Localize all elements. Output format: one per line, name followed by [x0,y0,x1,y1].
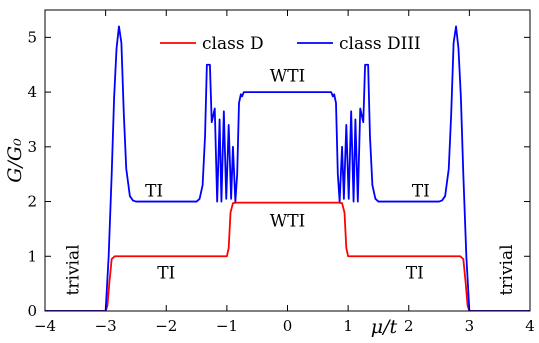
series-line-class-d [45,201,530,311]
y-tick-label: 1 [27,247,37,265]
x-tick-label: 3 [465,317,475,335]
annotation-ti: TI [145,182,163,202]
ticks: −4 −3 −2 −1 0 1 2 3 4 0 1 2 3 4 5 [27,10,535,335]
annotation-trivial: trivial [497,244,517,295]
legend: class D class DIII [160,34,421,54]
annotation-ti: TI [406,264,424,284]
y-tick-label: 5 [27,28,37,46]
x-tick-label: −3 [95,317,117,335]
y-tick-label: 4 [27,83,37,101]
x-tick-label: 2 [404,317,414,335]
x-tick-label: −4 [34,317,56,335]
plot-frame [44,9,531,312]
y-tick-label: 0 [27,302,37,320]
annotation-ti: TI [412,182,430,202]
axes [44,9,531,312]
y-tick-label: 2 [27,193,37,211]
x-tick-label: −1 [216,317,238,335]
annotation-wti: WTI [270,67,306,87]
annotation-ti: TI [157,264,175,284]
annotations: WTI WTI TI TI TI TI trivial trivial [63,67,516,296]
x-tick-label: 4 [525,317,535,335]
annotation-wti: WTI [270,212,306,232]
x-tick-label: 0 [283,317,293,335]
x-tick-label: 1 [343,317,353,335]
x-axis-title: μ/t [371,316,398,338]
series-line-class-diii [45,25,530,311]
y-axis-title: G/G₀ [4,138,26,183]
plot-area [45,25,530,311]
x-tick-label: −2 [155,317,177,335]
legend-label: class D [202,34,264,54]
legend-label: class DIII [339,34,421,54]
y-tick-label: 3 [27,138,37,156]
annotation-trivial: trivial [63,244,83,295]
